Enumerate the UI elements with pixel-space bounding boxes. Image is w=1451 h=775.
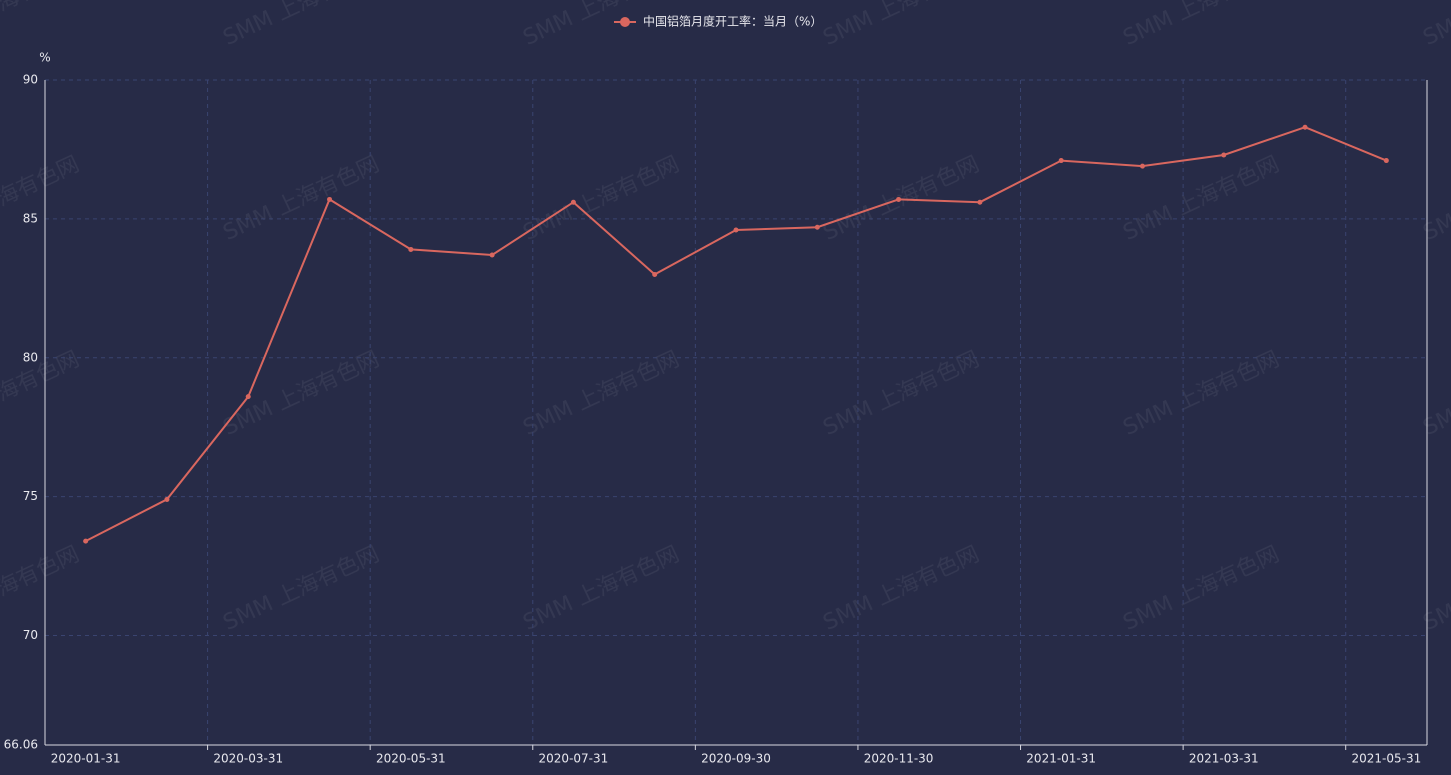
data-point <box>652 271 658 277</box>
data-point <box>814 224 820 230</box>
data-point <box>489 252 495 258</box>
y-tick-label: 85 <box>23 211 38 225</box>
data-point <box>1058 158 1064 164</box>
legend-label[interactable]: 中国铝箔月度开工率：当月（%） <box>643 14 822 29</box>
data-point <box>570 199 576 205</box>
data-point <box>408 246 414 252</box>
y-tick-label: 70 <box>23 628 38 642</box>
data-point <box>164 496 170 502</box>
x-tick-label: 2021-03-31 <box>1189 752 1259 766</box>
x-tick-label: 2021-05-31 <box>1351 752 1421 766</box>
y-tick-label: 80 <box>23 350 38 364</box>
x-tick-label: 2020-05-31 <box>376 752 446 766</box>
data-point <box>733 227 739 233</box>
data-point <box>327 196 333 202</box>
x-tick-label: 2020-03-31 <box>213 752 283 766</box>
y-tick-label: 75 <box>23 489 38 503</box>
data-point <box>896 196 902 202</box>
x-tick-label: 2020-11-30 <box>864 752 934 766</box>
grid <box>45 79 1427 745</box>
data-point <box>1139 163 1145 169</box>
legend-marker[interactable] <box>620 17 630 27</box>
x-tick-label: 2021-01-31 <box>1026 752 1096 766</box>
x-tick-label: 2020-09-30 <box>701 752 771 766</box>
y-axis-unit: % <box>39 51 50 65</box>
y-tick-label: 66.06 <box>4 738 38 752</box>
data-point <box>245 394 251 400</box>
x-tick-label: 2020-01-31 <box>51 752 121 766</box>
data-point <box>977 199 983 205</box>
data-point <box>1221 152 1227 158</box>
data-point <box>1302 124 1308 130</box>
data-point <box>1383 158 1389 164</box>
x-tick-label: 2020-07-31 <box>539 752 609 766</box>
data-point <box>83 538 89 544</box>
y-tick-label: 90 <box>23 73 38 87</box>
